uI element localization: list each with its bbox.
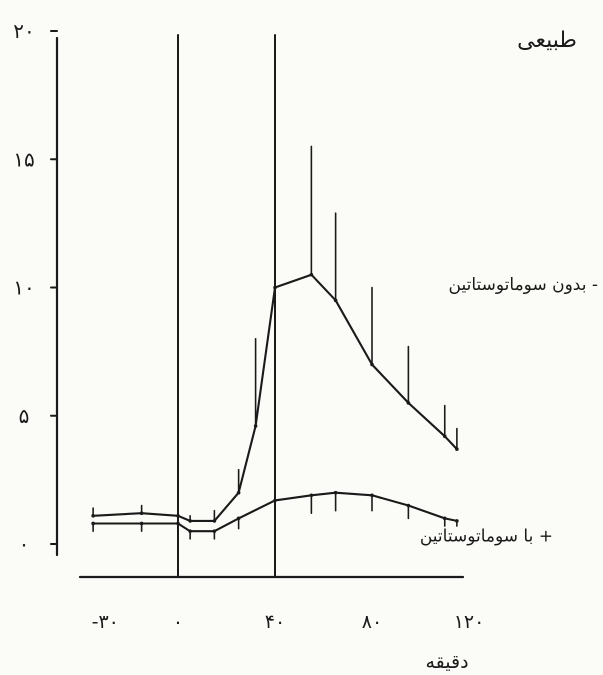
series-label-with: با سوماتوستاتین + bbox=[420, 526, 553, 546]
data-point-without bbox=[273, 285, 277, 290]
chart-title: طبیعی bbox=[517, 28, 577, 53]
x-tick-label: ۸۰ bbox=[362, 611, 382, 633]
y-tick-label: ۵ bbox=[19, 404, 30, 428]
series-line-without bbox=[92, 273, 458, 522]
x-tick-label: ۱۲۰ bbox=[454, 611, 485, 633]
x-axis-label: دقیقه bbox=[425, 651, 468, 673]
x-tick-label: ۰ bbox=[173, 611, 183, 633]
y-tick-label: ۲۰ bbox=[13, 19, 34, 43]
x-tick-label: -۳۰ bbox=[92, 611, 119, 633]
y-tick-label: ۱۵ bbox=[13, 147, 34, 171]
y-tick-label: ۱۰ bbox=[13, 276, 34, 300]
y-tick-label: ۰ bbox=[19, 532, 30, 556]
x-tick-label: ۴۰ bbox=[265, 611, 285, 633]
series-label-without: بدون سوماتوستاتین - bbox=[449, 275, 598, 295]
